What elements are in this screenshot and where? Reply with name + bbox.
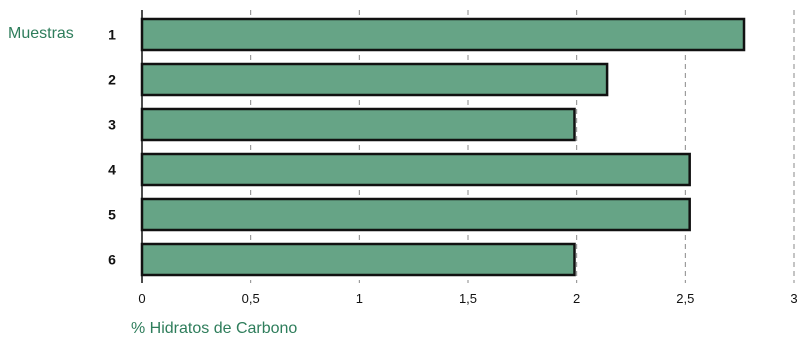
category-label: 6 — [108, 252, 116, 268]
bar — [140, 197, 691, 232]
x-tick-label: 2,5 — [676, 291, 694, 306]
x-tick-label: 2 — [573, 291, 580, 306]
x-tick-label: 3 — [790, 291, 797, 306]
category-label: 4 — [108, 162, 116, 178]
category-label: 2 — [108, 72, 116, 88]
bar — [140, 242, 576, 277]
category-label: 1 — [108, 27, 116, 43]
category-axis-title: Muestras — [8, 25, 74, 42]
bar — [140, 152, 691, 187]
bar — [140, 107, 576, 142]
x-tick-labels: 0 0,5 1 1,5 2 2,5 3 — [138, 291, 797, 306]
bar — [140, 17, 746, 52]
bar — [140, 62, 609, 97]
bars — [140, 17, 746, 277]
x-tick-label: 1 — [356, 291, 363, 306]
category-labels: 1 2 3 4 5 6 — [108, 27, 116, 268]
category-label: 3 — [108, 117, 116, 133]
x-axis-title: % Hidratos de Carbono — [131, 320, 297, 337]
gridlines — [141, 10, 795, 283]
x-tick-label: 1,5 — [459, 291, 477, 306]
category-label: 5 — [108, 207, 116, 223]
x-tick-label: 0 — [138, 291, 145, 306]
x-tick-label: 0,5 — [242, 291, 260, 306]
